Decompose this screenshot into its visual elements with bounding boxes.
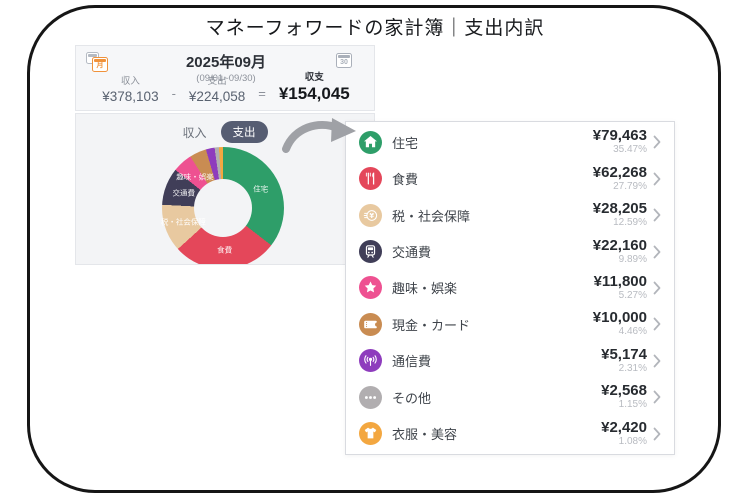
chevron-right-icon bbox=[653, 281, 661, 295]
category-row[interactable]: その他 ¥2,568 1.15% bbox=[346, 379, 674, 415]
amount-block: ¥79,463 35.47% bbox=[593, 128, 647, 156]
tshirt-icon bbox=[359, 422, 382, 446]
category-label: その他 bbox=[392, 390, 432, 406]
category-label: 現金・カード bbox=[392, 317, 471, 333]
svg-text:¥: ¥ bbox=[369, 212, 374, 220]
calendar-day-icon[interactable]: 30 bbox=[336, 53, 352, 68]
expense-value: ¥224,058 bbox=[188, 89, 246, 104]
chevron-right-icon bbox=[653, 390, 661, 404]
ellipsis-icon bbox=[359, 385, 382, 409]
summary-card: 月 2025年09月 (09/01~09/30) 30 収入 ¥378,103 … bbox=[75, 45, 375, 111]
utensils-icon bbox=[359, 167, 382, 191]
expense-donut-chart[interactable]: 住宅食費 税・社会保障 交通費 趣味・娯楽 bbox=[160, 147, 284, 264]
category-percent: 35.47% bbox=[613, 144, 647, 156]
rounded-border-frame bbox=[27, 5, 721, 493]
category-amount: ¥2,568 bbox=[601, 382, 647, 400]
category-amount: ¥5,174 bbox=[601, 345, 647, 363]
category-row[interactable]: 通信費 ¥5,174 2.31% bbox=[346, 343, 674, 379]
category-amount: ¥10,000 bbox=[592, 309, 647, 327]
donut-slice-label: 税・社会保障 bbox=[160, 217, 206, 227]
month-title: 2025年09月 bbox=[185, 54, 267, 71]
donut-slice-label: 交通費 bbox=[172, 188, 196, 198]
income-expense-toggle: 収入 支出 bbox=[76, 121, 374, 143]
category-percent: 1.15% bbox=[618, 399, 647, 411]
category-label: 税・社会保障 bbox=[392, 208, 471, 224]
chevron-right-icon bbox=[653, 245, 661, 258]
category-label: 食費 bbox=[392, 172, 419, 188]
expense-chart-panel: 収入 支出 住宅食費 税・社会保障 交通費 趣味・娯楽 bbox=[75, 113, 375, 265]
amount-block: ¥11,800 5.27% bbox=[593, 272, 647, 302]
chevron-right-icon bbox=[653, 318, 661, 331]
amount-block: ¥2,568 1.15% bbox=[601, 383, 647, 411]
category-row[interactable]: 食費 ¥62,268 27.79% bbox=[346, 160, 674, 196]
donut-slice-label: 食費 bbox=[217, 245, 233, 255]
category-row[interactable]: 衣服・美容 ¥2,420 1.08% bbox=[346, 416, 674, 452]
category-percent: 27.79% bbox=[613, 180, 647, 192]
category-label: 交通費 bbox=[392, 245, 432, 261]
category-list: 住宅 ¥79,463 35.47% 食費 ¥62,268 27.79% ¥ 税・… bbox=[345, 121, 675, 455]
star-icon bbox=[359, 276, 382, 300]
toggle-income[interactable]: 収入 bbox=[182, 125, 207, 140]
page-title: マネーフォワードの家計簿｜支出内訳 bbox=[205, 18, 545, 39]
equals-sign: = bbox=[258, 86, 266, 101]
totals-row: 収入 ¥378,103 - 支出 ¥224,058 = 収支 ¥154,045 bbox=[76, 69, 376, 104]
category-label: 通信費 bbox=[392, 354, 432, 370]
category-percent: 9.89% bbox=[618, 253, 647, 265]
wallet-icon bbox=[359, 312, 382, 336]
home-icon bbox=[359, 130, 382, 154]
antenna-icon bbox=[359, 349, 382, 373]
month-range: (09/01~09/30) bbox=[196, 73, 256, 84]
coin-icon: ¥ bbox=[359, 203, 382, 227]
chevron-right-icon bbox=[653, 208, 661, 222]
arrow-icon bbox=[282, 118, 356, 153]
chevron-right-icon bbox=[653, 135, 661, 149]
category-row[interactable]: 住宅 ¥79,463 35.47% bbox=[346, 124, 674, 160]
expense-label: 支出 bbox=[207, 76, 227, 87]
balance-total: 収支 ¥154,045 bbox=[279, 69, 350, 104]
month-selector[interactable]: 2025年09月 (09/01~09/30) bbox=[76, 51, 376, 84]
calendar-front-icon: 月 bbox=[92, 57, 108, 72]
category-row[interactable]: 交通費 ¥22,160 9.89% bbox=[346, 233, 674, 269]
toggle-expense[interactable]: 支出 bbox=[220, 121, 268, 143]
train-icon bbox=[359, 240, 382, 264]
calendar-month-icon[interactable]: 月 bbox=[86, 52, 112, 74]
category-percent: 2.31% bbox=[618, 362, 647, 374]
chevron-right-icon bbox=[653, 172, 661, 186]
category-percent: 12.59% bbox=[613, 217, 647, 229]
category-amount: ¥22,160 bbox=[592, 236, 647, 254]
category-label: 住宅 bbox=[392, 135, 419, 151]
category-label: 衣服・美容 bbox=[392, 427, 458, 443]
income-label: 収入 bbox=[120, 76, 140, 87]
expense-total: 支出 ¥224,058 bbox=[189, 73, 245, 104]
category-row[interactable]: 趣味・娯楽 ¥11,800 5.27% bbox=[346, 270, 674, 306]
category-row[interactable]: 現金・カード ¥10,000 4.46% bbox=[346, 306, 674, 342]
amount-block: ¥5,174 2.31% bbox=[601, 345, 647, 375]
chevron-right-icon bbox=[653, 427, 661, 441]
category-amount: ¥28,205 bbox=[592, 200, 647, 218]
category-amount: ¥62,268 bbox=[592, 163, 647, 181]
balance-label: 収支 bbox=[304, 72, 324, 83]
income-value: ¥378,103 bbox=[102, 89, 159, 104]
amount-block: ¥10,000 4.46% bbox=[593, 310, 647, 338]
category-row[interactable]: ¥ 税・社会保障 ¥28,205 12.59% bbox=[346, 197, 674, 233]
income-total: 収入 ¥378,103 bbox=[102, 73, 158, 104]
category-amount: ¥2,420 bbox=[601, 418, 647, 436]
amount-block: ¥2,420 1.08% bbox=[601, 418, 647, 448]
category-percent: 5.27% bbox=[618, 289, 647, 301]
category-percent: 4.46% bbox=[618, 326, 647, 338]
donut-slice-label: 住宅 bbox=[253, 184, 269, 194]
balance-value: ¥154,045 bbox=[278, 84, 350, 103]
donut-slice-label: 趣味・娯楽 bbox=[176, 172, 214, 182]
amount-block: ¥62,268 27.79% bbox=[592, 163, 647, 193]
category-percent: 1.08% bbox=[618, 435, 647, 447]
category-amount: ¥79,463 bbox=[592, 127, 647, 145]
category-amount: ¥11,800 bbox=[593, 272, 647, 290]
amount-block: ¥22,160 9.89% bbox=[592, 236, 647, 266]
minus-sign: - bbox=[171, 86, 176, 101]
category-label: 趣味・娯楽 bbox=[392, 281, 458, 297]
amount-block: ¥28,205 12.59% bbox=[593, 201, 647, 229]
chevron-right-icon bbox=[653, 354, 661, 368]
